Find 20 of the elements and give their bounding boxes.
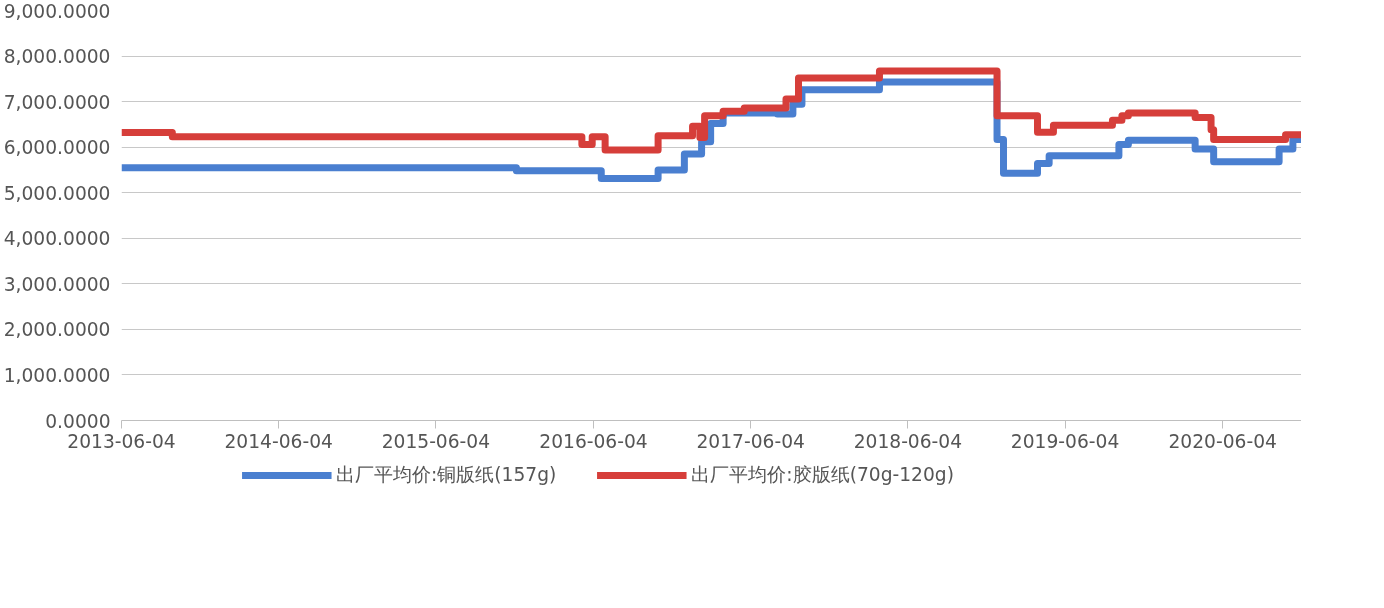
x-tick-label: 2016-06-04 <box>539 430 648 452</box>
y-tick-label: 1,000.0000 <box>3 364 111 386</box>
x-tick-label: 2020-06-04 <box>1168 430 1277 452</box>
x-tick-label: 2019-06-04 <box>1010 430 1120 452</box>
y-tick-label: 3,000.0000 <box>3 273 111 295</box>
y-tick-label: 6,000.0000 <box>3 137 111 159</box>
legend-label: 出厂平均价:铜版纸(157g) <box>336 463 557 487</box>
y-tick-label: 5,000.0000 <box>3 182 111 204</box>
x-tick-label: 2013-06-04 <box>67 430 176 452</box>
x-tick-label: 2014-06-04 <box>224 430 333 452</box>
x-tick-label: 2017-06-04 <box>696 430 805 452</box>
legend-label: 出厂平均价:胶版纸(70g-120g) <box>691 463 954 487</box>
y-tick-label: 7,000.0000 <box>3 91 111 113</box>
y-tick-label: 8,000.0000 <box>3 46 111 68</box>
y-tick-label: 0.0000 <box>45 410 111 432</box>
y-tick-label: 9,000.0000 <box>3 0 111 22</box>
y-tick-label: 2,000.0000 <box>3 319 111 341</box>
y-tick-label: 4,000.0000 <box>3 228 111 250</box>
x-tick-label: 2015-06-04 <box>381 430 491 452</box>
x-tick-label: 2018-06-04 <box>853 430 963 452</box>
